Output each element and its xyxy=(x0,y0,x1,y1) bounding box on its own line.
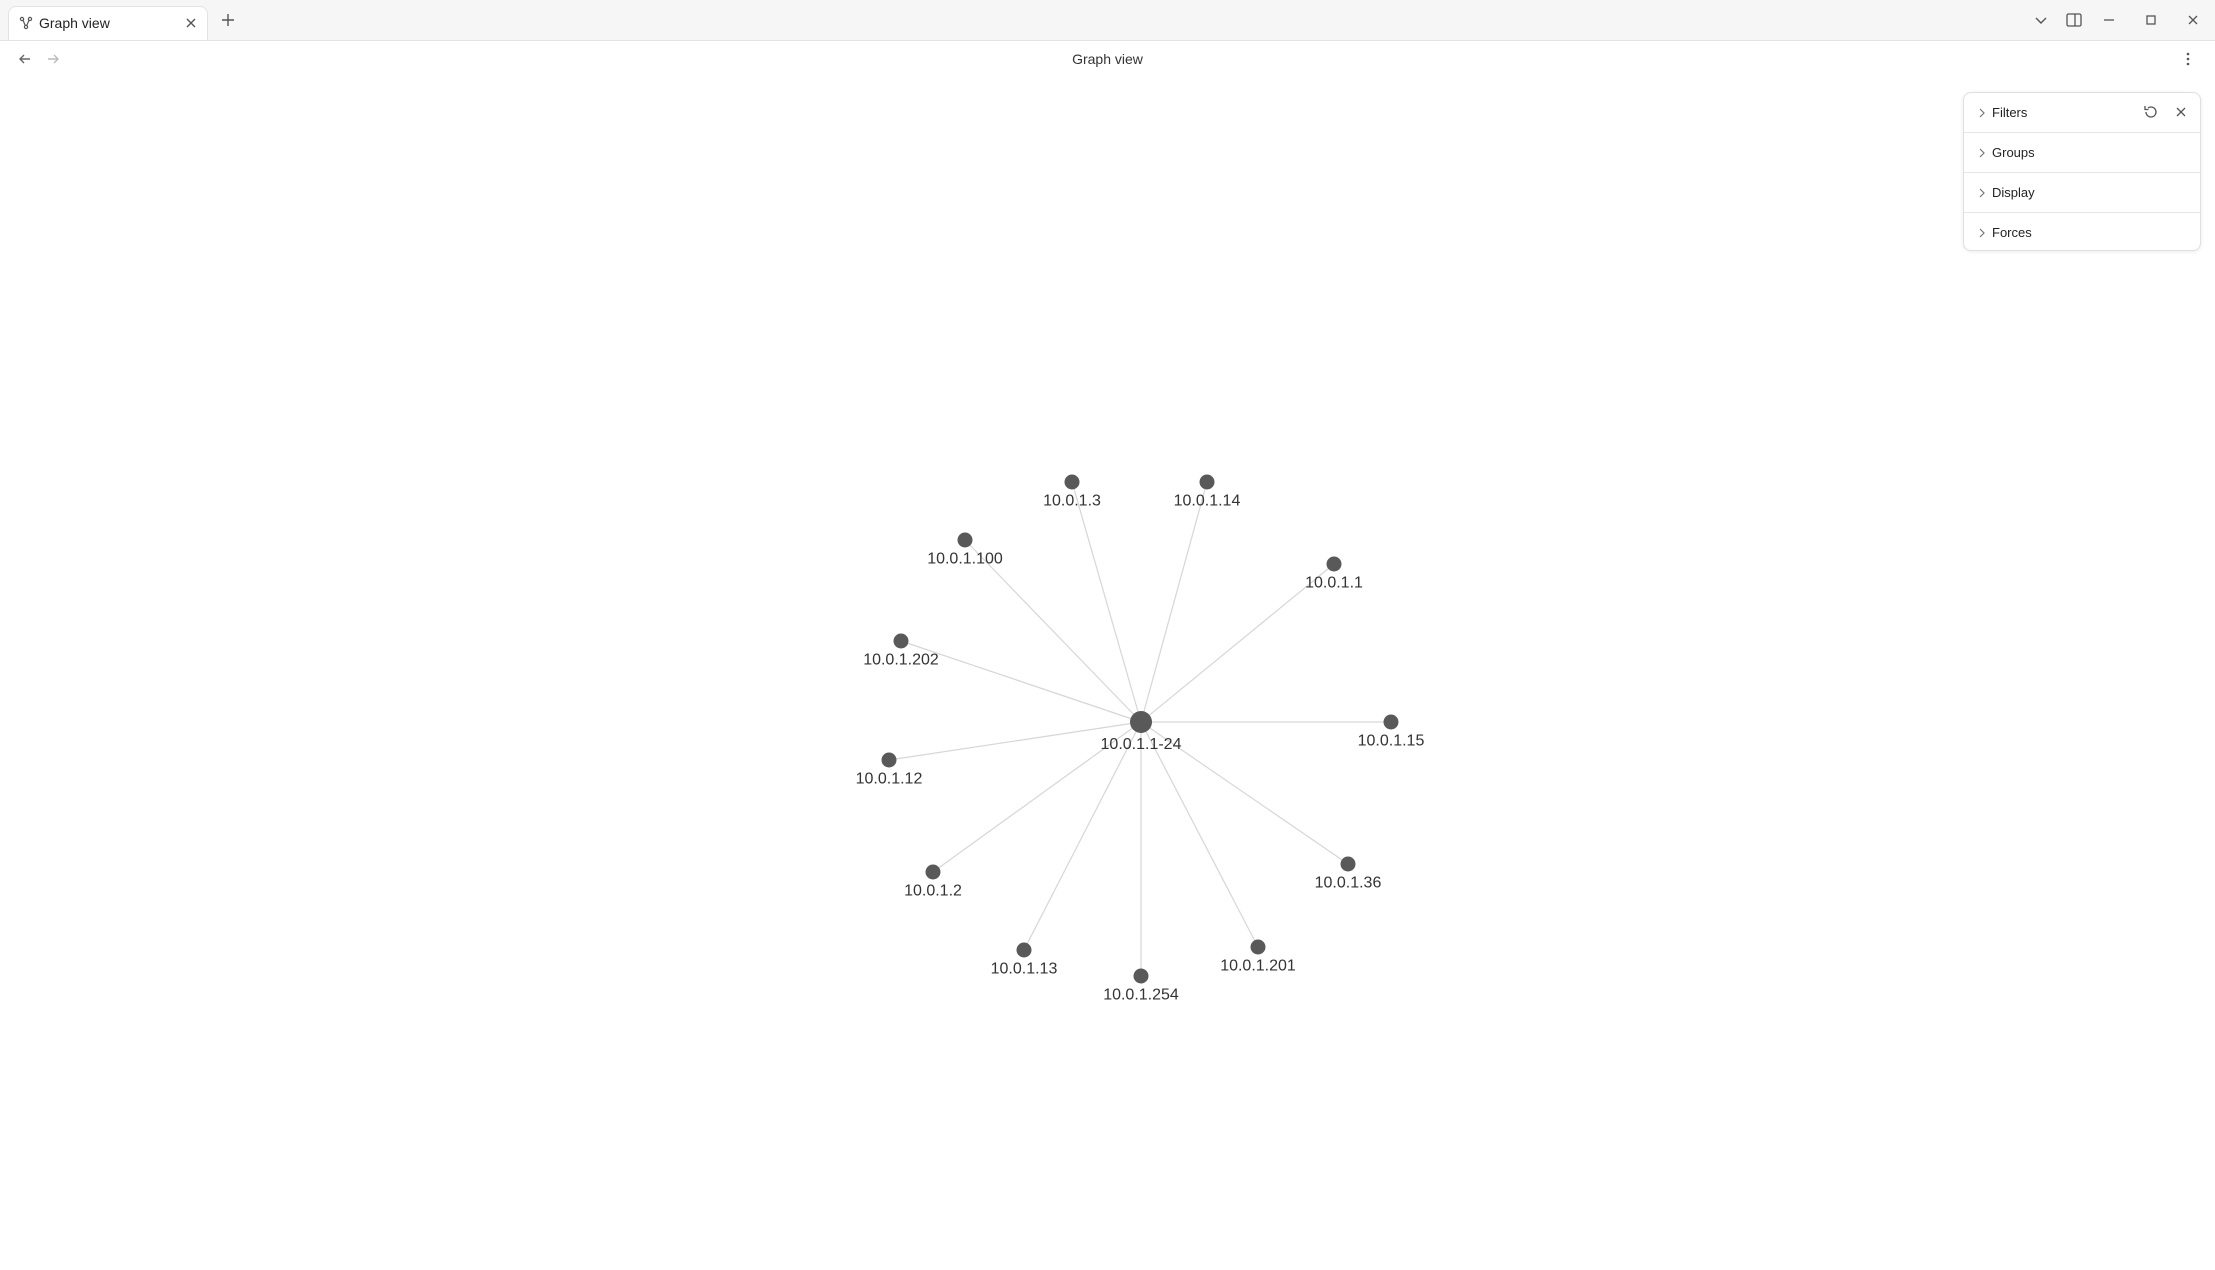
graph-node[interactable]: 10.0.1.201 xyxy=(1220,939,1296,975)
node-dot[interactable] xyxy=(1199,474,1215,490)
node-label: 10.0.1.254 xyxy=(1103,987,1179,1004)
graph-edge xyxy=(1140,721,1349,865)
view-title: Graph view xyxy=(1072,51,1143,67)
tab-label: Graph view xyxy=(39,15,110,31)
node-label: 10.0.1.12 xyxy=(856,771,923,788)
section-label: Filters xyxy=(1992,105,2028,120)
node-dot[interactable] xyxy=(957,532,973,548)
tab-bar: Graph view xyxy=(0,0,2215,41)
node-label: 10.0.1.14 xyxy=(1174,493,1241,510)
panel-tools xyxy=(2134,103,2190,126)
back-arrow-icon[interactable] xyxy=(16,50,34,68)
node-label: 10.0.1.13 xyxy=(991,961,1058,978)
minimize-icon[interactable] xyxy=(2100,11,2118,29)
node-dot[interactable] xyxy=(1130,711,1152,733)
close-panel-icon[interactable] xyxy=(2172,103,2190,121)
edges xyxy=(888,481,1391,976)
section-label: Groups xyxy=(1992,145,2035,160)
panel-section-display[interactable]: Display xyxy=(1964,173,2200,213)
graph-node[interactable]: 10.0.1.13 xyxy=(991,942,1058,978)
graph-edge xyxy=(1023,721,1142,951)
graph-edge xyxy=(900,640,1142,723)
chevron-right-icon xyxy=(1976,106,1988,118)
section-label: Display xyxy=(1992,185,2035,200)
node-label: 10.0.1.3 xyxy=(1043,493,1101,510)
node-dot[interactable] xyxy=(1340,856,1356,872)
graph-node[interactable]: 10.0.1.2 xyxy=(904,864,962,900)
section-label: Forces xyxy=(1992,225,2032,240)
tab-graph-view[interactable]: Graph view xyxy=(8,6,208,40)
graph-node[interactable]: 10.0.1.254 xyxy=(1103,968,1179,1004)
node-dot[interactable] xyxy=(881,752,897,768)
chevron-right-icon xyxy=(1976,186,1988,198)
view-header: Graph view xyxy=(0,41,2215,77)
maximize-icon[interactable] xyxy=(2142,11,2160,29)
graph-settings-panel: Filters Groups Display Forces xyxy=(1963,92,2201,251)
node-label: 10.0.1.201 xyxy=(1220,958,1296,975)
close-window-icon[interactable] xyxy=(2184,11,2202,29)
nodes: 10.0.1.3 10.0.1.14 10.0.1.100 10.0.1.1 10.0.… xyxy=(856,474,1425,1004)
graph-node[interactable]: 10.0.1.15 xyxy=(1358,714,1425,750)
node-dot[interactable] xyxy=(1250,939,1266,955)
node-dot[interactable] xyxy=(1326,556,1342,572)
graph-edge xyxy=(932,721,1142,873)
forward-arrow-icon[interactable] xyxy=(44,50,62,68)
graph-edge xyxy=(1071,481,1142,723)
graph-node[interactable]: 10.0.1.3 xyxy=(1043,474,1101,510)
chevron-right-icon xyxy=(1976,146,1988,158)
restore-defaults-icon[interactable] xyxy=(2142,103,2160,121)
graph-edge xyxy=(1140,563,1335,723)
graph-node[interactable]: 10.0.1.14 xyxy=(1174,474,1241,510)
panel-section-filters[interactable]: Filters xyxy=(1964,93,2200,133)
graph-edge xyxy=(1140,481,1208,723)
graph-node[interactable]: 10.0.1.202 xyxy=(863,633,939,669)
graph-icon xyxy=(19,16,33,30)
graph-svg[interactable]: 10.0.1.3 10.0.1.14 10.0.1.100 10.0.1.1 10.0.… xyxy=(0,77,2215,1270)
panel-section-forces[interactable]: Forces xyxy=(1964,213,2200,253)
node-label: 10.0.1.1 xyxy=(1305,575,1363,592)
graph-edge xyxy=(1140,721,1259,948)
node-label: 10.0.1.202 xyxy=(863,652,939,669)
node-dot[interactable] xyxy=(1016,942,1032,958)
node-label: 10.0.1.1-24 xyxy=(1101,736,1182,753)
graph-edge xyxy=(888,721,1142,761)
graph-node[interactable]: 10.0.1.12 xyxy=(856,752,923,788)
node-dot[interactable] xyxy=(925,864,941,880)
tab-list-chevron-icon[interactable] xyxy=(2032,11,2050,29)
sidebar-toggle-icon[interactable] xyxy=(2065,11,2083,29)
chevron-right-icon xyxy=(1976,226,1988,238)
new-tab-icon[interactable] xyxy=(219,11,237,29)
node-label: 10.0.1.2 xyxy=(904,883,962,900)
graph-node[interactable]: 10.0.1.1 xyxy=(1305,556,1363,592)
graph-canvas[interactable]: 10.0.1.3 10.0.1.14 10.0.1.100 10.0.1.1 10.0.… xyxy=(0,77,2215,1270)
graph-node[interactable]: 10.0.1.100 xyxy=(927,532,1003,568)
node-dot[interactable] xyxy=(893,633,909,649)
node-dot[interactable] xyxy=(1133,968,1149,984)
panel-section-groups[interactable]: Groups xyxy=(1964,133,2200,173)
node-label: 10.0.1.100 xyxy=(927,551,1003,568)
node-label: 10.0.1.36 xyxy=(1315,875,1382,892)
node-dot[interactable] xyxy=(1064,474,1080,490)
graph-edge xyxy=(964,539,1142,723)
node-dot[interactable] xyxy=(1383,714,1399,730)
more-options-icon[interactable] xyxy=(2179,50,2197,68)
graph-node[interactable]: 10.0.1.36 xyxy=(1315,856,1382,892)
close-tab-icon[interactable] xyxy=(183,15,199,31)
node-label: 10.0.1.15 xyxy=(1358,733,1425,750)
graph-node[interactable]: 10.0.1.1-24 xyxy=(1101,711,1182,753)
